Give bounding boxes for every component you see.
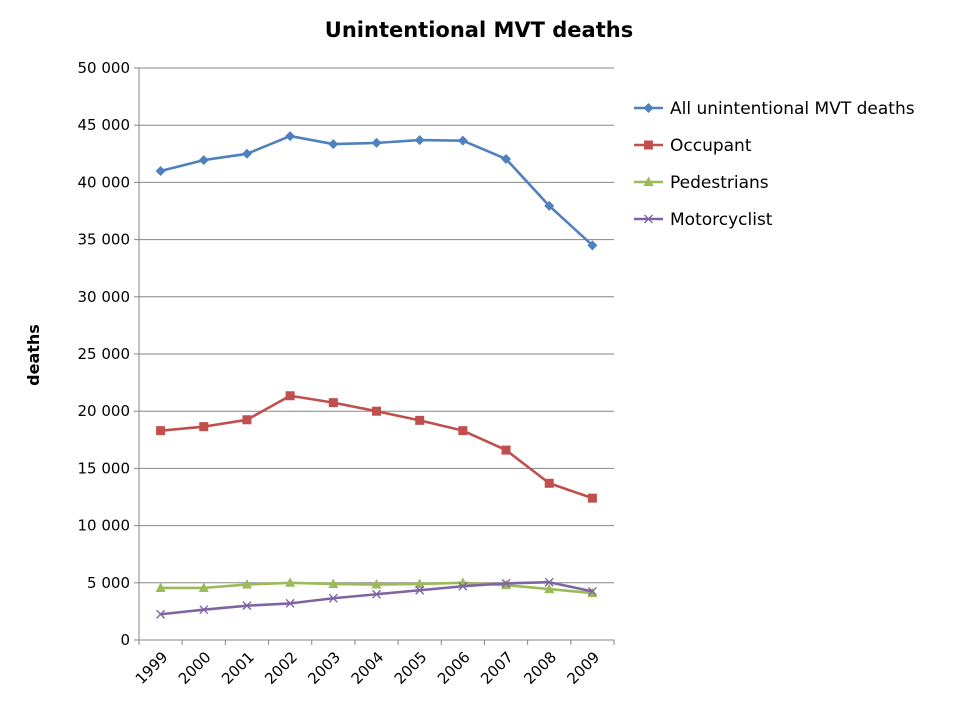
data-point <box>414 135 425 146</box>
y-tick-label: 0 <box>120 631 130 649</box>
data-point <box>371 137 382 148</box>
data-point <box>155 165 166 176</box>
series-4 <box>156 577 597 619</box>
data-point <box>372 589 381 599</box>
x-tick-label: 1999 <box>132 648 172 688</box>
legend-entry: All unintentional MVT deaths <box>634 99 915 119</box>
data-point <box>241 148 252 159</box>
x-tick-label: 2006 <box>434 648 474 688</box>
data-point <box>501 445 511 455</box>
y-axis-label: deaths <box>24 324 43 386</box>
data-point <box>285 131 296 142</box>
legend-label: Pedestrians <box>670 173 769 193</box>
x-tick-label: 2005 <box>391 648 431 688</box>
data-point <box>285 577 296 587</box>
x-tick-label: 2002 <box>261 648 301 688</box>
data-point <box>328 593 338 603</box>
x-tick-label: 2004 <box>348 648 388 688</box>
data-point <box>156 609 166 619</box>
y-tick-label: 15 000 <box>78 459 131 477</box>
gridlines <box>139 67 614 584</box>
y-tick-label: 30 000 <box>78 288 131 306</box>
data-point <box>544 478 554 488</box>
series-line <box>160 134 594 247</box>
x-tick-label: 2001 <box>218 648 258 688</box>
y-tick-label: 35 000 <box>78 231 131 249</box>
data-point <box>544 200 555 211</box>
axes <box>134 67 615 645</box>
data-point <box>587 493 597 503</box>
data-point <box>285 598 295 608</box>
data-point <box>415 585 425 595</box>
legend-marker <box>644 140 653 150</box>
data-point <box>544 577 554 587</box>
legend-marker <box>643 176 654 186</box>
x-tick-label: 2009 <box>564 648 604 688</box>
legend-marker <box>644 214 653 224</box>
data-point <box>155 582 166 592</box>
data-point <box>285 391 295 401</box>
y-tick-labels: 0 5 000 10 000 15 000 20 000 25 000 30 000 35 0… <box>78 59 131 649</box>
series-group <box>155 131 598 619</box>
legend-label: All unintentional MVT deaths <box>670 99 915 119</box>
y-tick-label: 20 000 <box>78 402 131 420</box>
data-point <box>501 578 511 588</box>
legend-entry: Pedestrians <box>634 173 769 193</box>
data-point <box>544 583 555 594</box>
legend-marker <box>643 103 654 113</box>
data-point <box>587 586 597 596</box>
data-point <box>198 155 209 166</box>
series-1 <box>155 131 598 251</box>
data-point <box>198 582 209 592</box>
data-point <box>458 426 468 436</box>
x-tick-label: 2003 <box>304 648 344 688</box>
data-point <box>328 398 338 408</box>
y-tick-label: 25 000 <box>78 345 131 363</box>
x-tick-label: 2008 <box>520 648 560 688</box>
legend-entry: Occupant <box>634 136 752 156</box>
data-point <box>457 135 468 146</box>
chart-title: Unintentional MVT deaths <box>325 18 633 42</box>
y-tick-label: 40 000 <box>78 173 131 191</box>
data-point <box>372 406 381 416</box>
y-tick-label: 5 000 <box>87 574 130 592</box>
data-point <box>199 605 209 615</box>
data-point <box>415 415 425 425</box>
data-point <box>501 153 512 164</box>
data-point <box>458 581 468 591</box>
data-point <box>241 579 252 589</box>
legend-label: Motorcyclist <box>670 210 773 230</box>
legend-label: Occupant <box>670 136 752 156</box>
series-2 <box>156 391 597 503</box>
data-point <box>242 601 252 611</box>
x-tick-label: 2007 <box>477 648 517 688</box>
x-tick-label: 2000 <box>175 648 215 688</box>
data-point <box>242 415 252 425</box>
y-tick-label: 10 000 <box>78 517 131 535</box>
y-tick-label: 50 000 <box>78 59 131 77</box>
data-point <box>199 422 209 432</box>
data-point <box>328 139 339 150</box>
legend-entry: Motorcyclist <box>634 210 773 230</box>
data-point <box>156 426 166 436</box>
data-point <box>414 578 425 588</box>
data-point <box>371 579 382 589</box>
data-point <box>587 240 598 251</box>
data-point <box>328 578 339 588</box>
x-tick-labels: 1999 2000 2001 2002 2003 2004 2005 2006 2007 2008… <box>132 648 604 688</box>
legend: All unintentional MVT deaths Occupant Pede… <box>634 99 915 230</box>
y-tick-label: 45 000 <box>78 116 131 134</box>
